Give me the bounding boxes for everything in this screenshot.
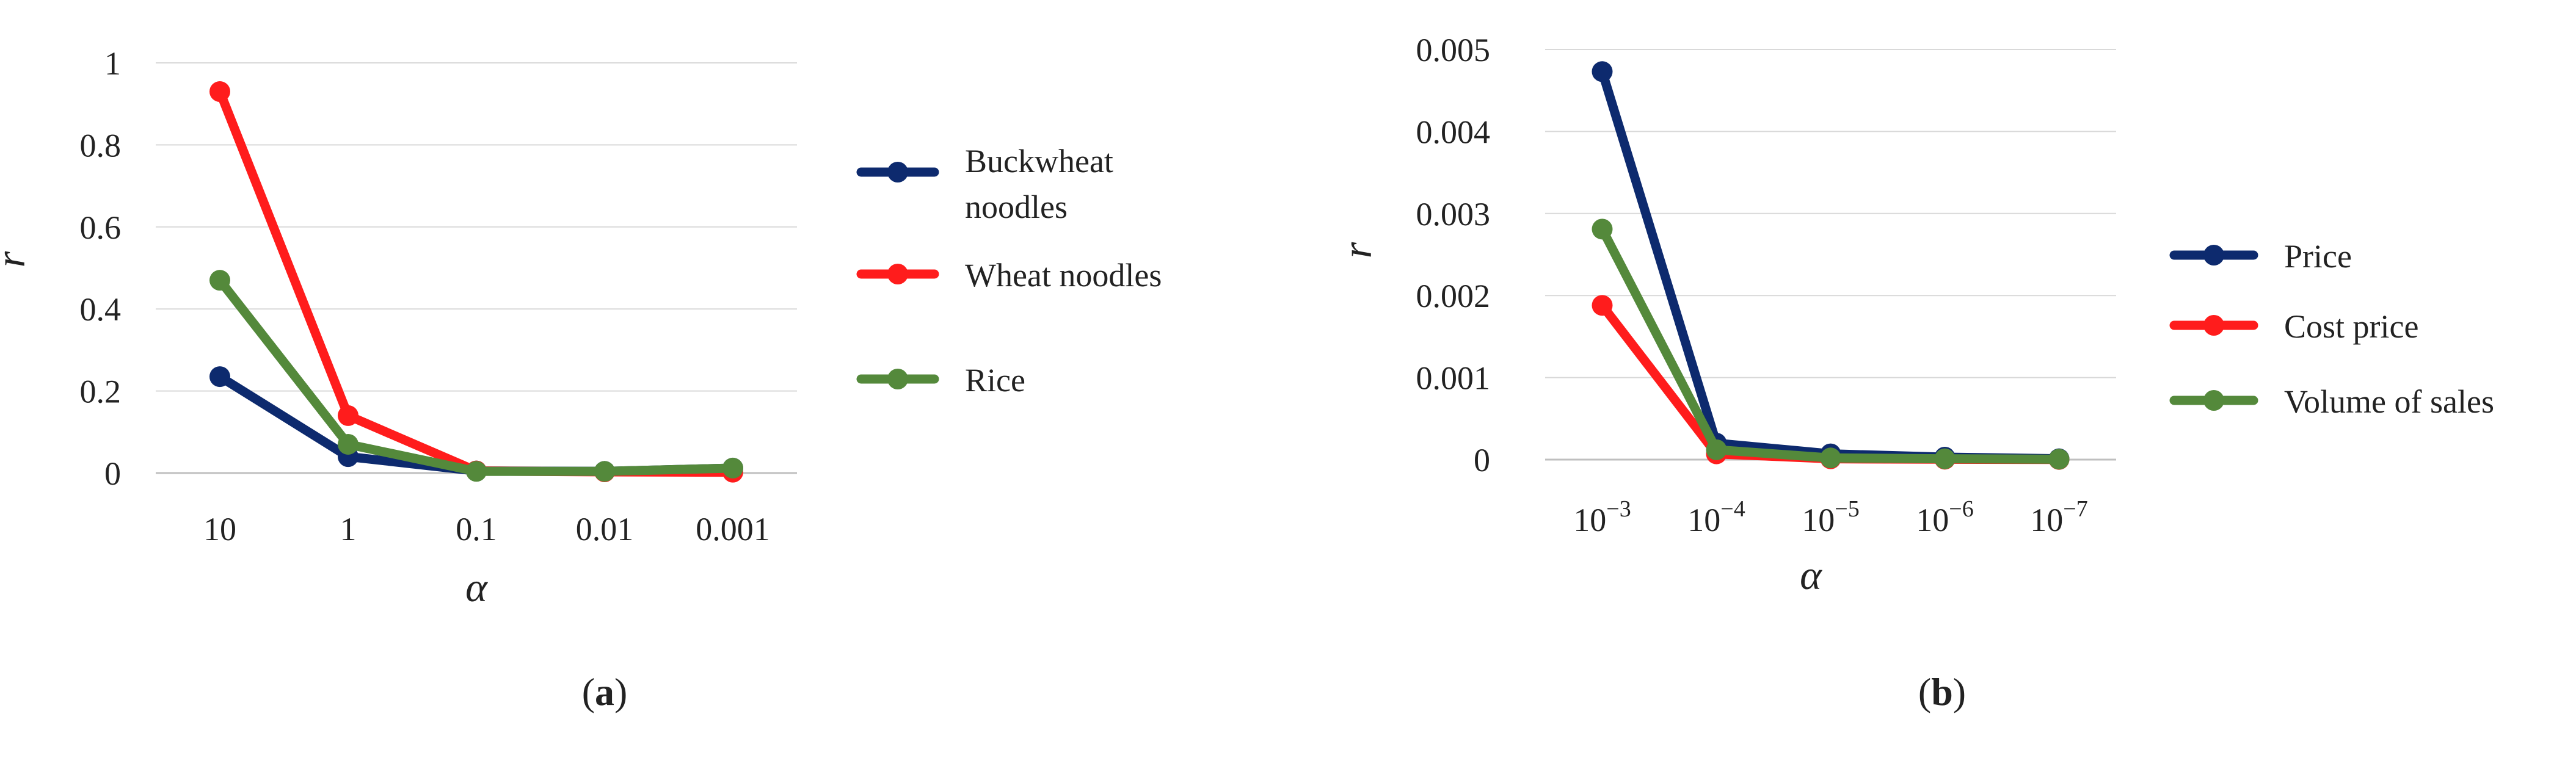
legend-label: Price xyxy=(2284,238,2352,275)
series-line xyxy=(1598,300,2064,464)
y-axis-title: r xyxy=(0,251,34,267)
data-point xyxy=(594,461,615,482)
x-tick-label: 0.1 xyxy=(456,511,497,547)
data-point xyxy=(1592,61,1613,82)
series-line xyxy=(215,87,738,477)
legend-label: Buckwheat xyxy=(965,143,1113,179)
panel-label: (b) xyxy=(1918,670,1966,714)
data-point xyxy=(1706,439,1727,460)
data-point xyxy=(2048,449,2070,470)
x-axis-title: α xyxy=(1800,552,1822,598)
data-point xyxy=(1820,447,1841,469)
legend-label: Cost price xyxy=(2284,308,2418,345)
data-point xyxy=(1592,219,1613,240)
y-axis-title: r xyxy=(1334,242,1380,258)
y-tick-label: 0.2 xyxy=(80,374,122,410)
x-tick-label: 10−4 xyxy=(1687,496,1745,538)
data-point xyxy=(1934,448,1956,469)
x-tick-label: 10−7 xyxy=(2030,496,2087,538)
x-tick-label: 0.01 xyxy=(576,511,634,547)
x-tick-label: 1 xyxy=(340,511,357,547)
y-tick-label: 0.003 xyxy=(1416,196,1491,233)
y-tick-label: 0.005 xyxy=(1416,32,1491,68)
y-tick-label: 1 xyxy=(104,45,121,82)
y-tick-label: 0.6 xyxy=(80,209,122,246)
legend-marker xyxy=(2203,245,2224,266)
legend-marker xyxy=(2203,390,2224,411)
chart-panel-a: 0 0.2 0.4 0.6 0.8 1 10 1 0.1 0.01 0.001 r α Buckwheat… xyxy=(0,45,1162,714)
y-tick-label: 0 xyxy=(1474,442,1490,479)
data-point xyxy=(209,366,230,388)
series-line xyxy=(1598,224,2064,464)
x-tick-label: 10−3 xyxy=(1573,496,1631,538)
data-point xyxy=(466,461,487,482)
x-tick-label: 10 xyxy=(203,511,236,547)
chart-panel-b: 0 0.001 0.002 0.003 0.004 0.005 10−3 10−4 10−5 10… xyxy=(1334,32,2494,714)
legend-marker xyxy=(887,162,908,182)
legend-label: Volume of sales xyxy=(2284,383,2494,420)
data-point xyxy=(209,270,230,291)
panel-label: (a) xyxy=(582,670,628,714)
legend-label: noodles xyxy=(965,189,1068,225)
data-point xyxy=(338,433,358,455)
y-tick-label: 0.4 xyxy=(80,291,122,328)
x-tick-label: 0.001 xyxy=(696,511,770,547)
y-tick-label: 0.004 xyxy=(1416,114,1491,150)
y-tick-label: 0.001 xyxy=(1416,360,1491,397)
y-tick-label: 0.8 xyxy=(80,127,122,164)
legend-marker xyxy=(2203,315,2224,336)
legend-label: Rice xyxy=(965,362,1025,399)
data-point xyxy=(1592,295,1613,316)
legend-marker xyxy=(887,264,908,284)
data-point xyxy=(722,457,743,479)
x-tick-label: 10−5 xyxy=(1802,496,1859,538)
data-point xyxy=(338,405,358,426)
y-tick-label: 0.002 xyxy=(1416,278,1491,314)
x-tick-label: 10−6 xyxy=(1916,496,1973,538)
legend-label: Wheat noodles xyxy=(965,257,1162,294)
x-axis-title: α xyxy=(465,564,488,610)
data-point xyxy=(209,81,230,103)
legend-marker xyxy=(887,369,908,389)
y-tick-label: 0 xyxy=(104,455,121,492)
